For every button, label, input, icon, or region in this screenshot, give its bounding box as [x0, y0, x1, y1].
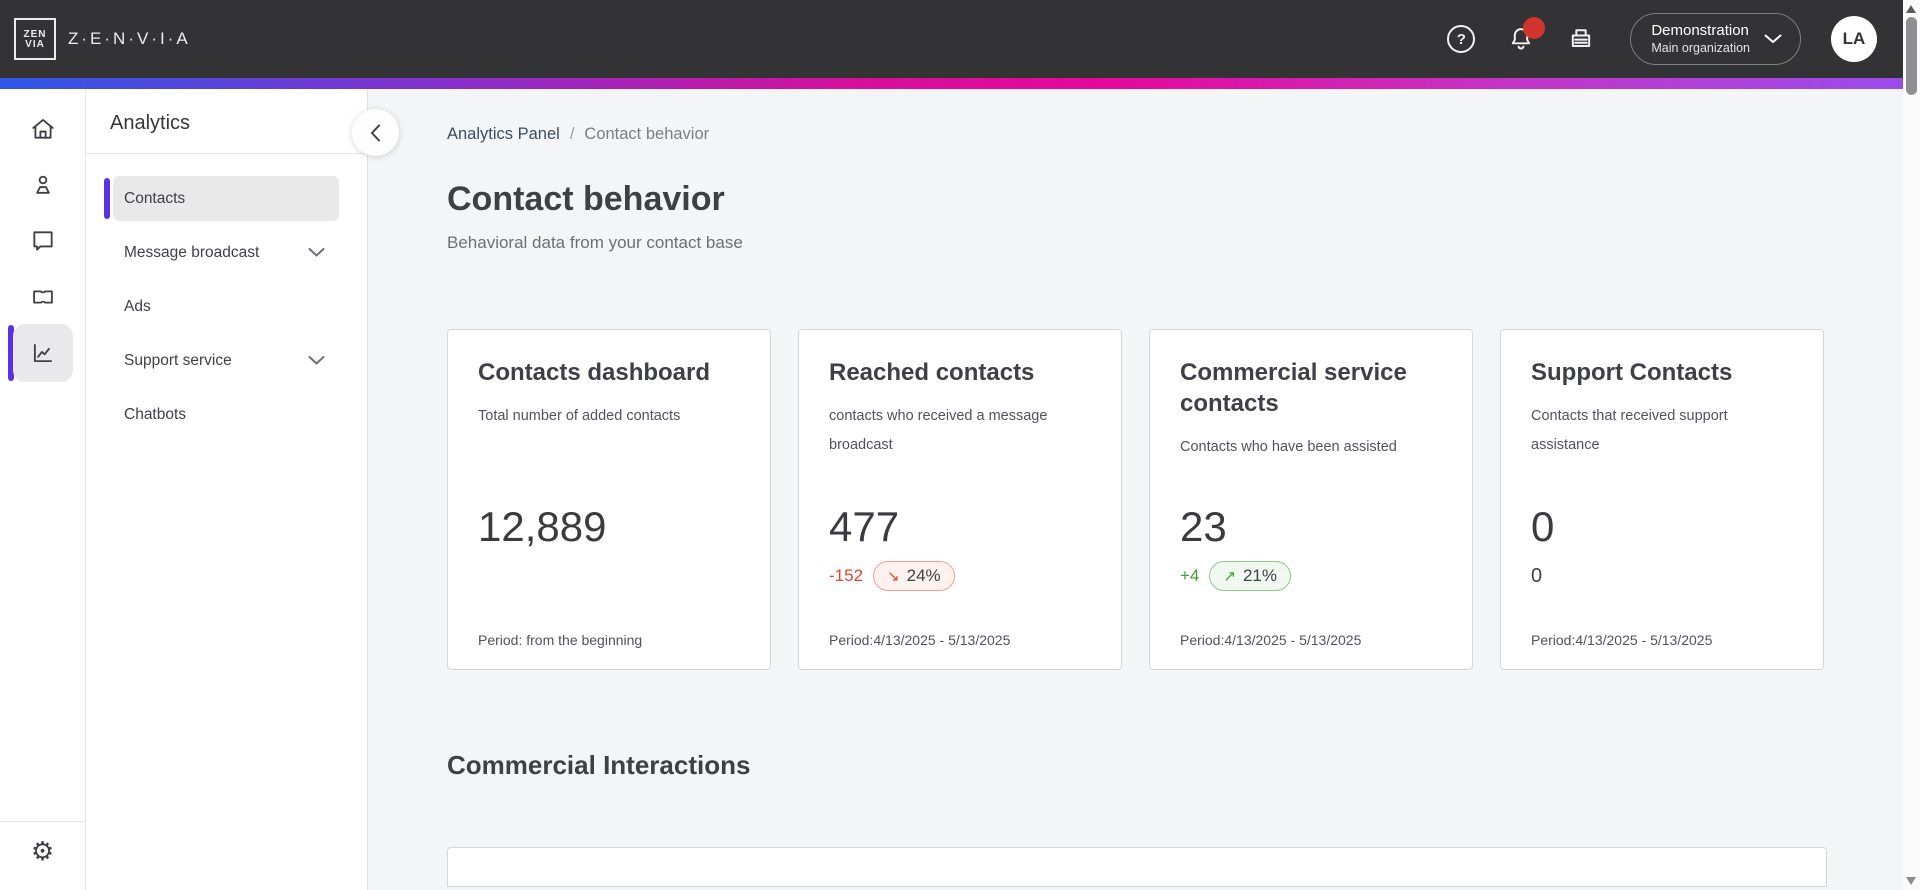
card-period: Period:4/13/2025 - 5/13/2025 [1531, 632, 1713, 648]
sidebar-item-label: Ads [124, 297, 151, 315]
breadcrumb: Analytics Panel / Contact behavior [447, 125, 1903, 144]
card-period: Period: from the beginning [478, 632, 643, 648]
card-value: 23 [1180, 503, 1227, 550]
analytics-sidebar: Analytics Contacts Message broadcast Ads… [86, 89, 368, 890]
breadcrumb-analytics-panel-link[interactable]: Analytics Panel [447, 125, 560, 143]
trend-badge-up: ↗ 21% [1209, 561, 1291, 591]
sidebar-item-support-service[interactable]: Support service [113, 338, 339, 383]
organization-name: Demonstration [1651, 21, 1749, 39]
scrollbar-up-arrow[interactable] [1906, 5, 1916, 13]
help-icon: ? [1447, 25, 1476, 53]
card-period: Period:4/13/2025 - 5/13/2025 [829, 632, 1011, 648]
trend-percent: 24% [906, 566, 941, 585]
question-mark-glyph: ? [1456, 30, 1466, 48]
trend-up-arrow-icon: ↗ [1223, 568, 1236, 585]
section-title-commercial-interactions: Commercial Interactions [447, 750, 751, 780]
card-contacts-dashboard: Contacts dashboard Total number of added… [447, 329, 771, 670]
organization-switcher[interactable]: Demonstration Main organization [1630, 13, 1801, 65]
sidebar-item-chatbots[interactable]: Chatbots [113, 392, 339, 437]
chevron-down-icon [308, 244, 325, 262]
card-title: Support Contacts [1531, 359, 1733, 386]
home-icon [31, 118, 54, 139]
sidebar-item-label: Chatbots [124, 405, 187, 423]
top-header-bar: ZEN VIA Z·E·N·V·I·A ? [0, 0, 1903, 78]
person-icon [35, 175, 50, 194]
notifications-button[interactable] [1504, 17, 1546, 56]
commercial-interactions-card [447, 847, 1827, 887]
card-period: Period:4/13/2025 - 5/13/2025 [1180, 632, 1362, 648]
trend-percent: 21% [1242, 566, 1277, 585]
card-title: Commercial service contacts [1180, 359, 1407, 418]
card-reached-contacts: Reached contacts contacts who received a… [798, 329, 1122, 670]
card-subtitle: Contacts that received support assistanc… [1531, 408, 1728, 454]
sidebar-item-message-broadcast[interactable]: Message broadcast [113, 230, 339, 275]
user-avatar[interactable]: LA [1831, 16, 1877, 62]
page-subtitle: Behavioral data from your contact base [447, 233, 743, 252]
sidebar-title: Analytics [110, 112, 191, 134]
brand-gradient-strip [0, 78, 1903, 89]
rail-item-contacts[interactable] [0, 157, 86, 213]
sidebar-item-ads[interactable]: Ads [113, 284, 339, 329]
settings-gear-icon[interactable]: ⚙ [30, 836, 55, 866]
printer-icon [1572, 29, 1591, 47]
page-scrollbar[interactable] [1903, 0, 1920, 890]
print-button[interactable] [1564, 22, 1598, 56]
line-chart-icon [33, 343, 52, 363]
ticket-icon [32, 290, 53, 304]
card-title: Reached contacts [829, 359, 1035, 386]
rail-item-home[interactable] [0, 101, 86, 157]
rail-item-tickets[interactable] [0, 269, 86, 325]
logo-glyph-bottom: VIA [25, 39, 45, 50]
card-commercial-service-contacts: Commercial service contacts Contacts who… [1149, 329, 1473, 670]
sidebar-item-label: Message broadcast [124, 243, 260, 261]
card-delta-row: +4 ↗ 21% [1180, 560, 1291, 592]
icon-rail: ⚙ [0, 89, 86, 890]
card-value: 477 [829, 503, 900, 550]
brand[interactable]: ZEN VIA Z·E·N·V·I·A [14, 18, 191, 60]
chevron-left-icon [371, 124, 380, 141]
card-value: 12,889 [478, 503, 607, 550]
sidebar-item-label: Contacts [124, 189, 186, 207]
rail-bottom-section: ⚙ [0, 821, 86, 890]
scrollbar-thumb[interactable] [1906, 17, 1917, 95]
zenvia-logo-icon: ZEN VIA [14, 18, 56, 60]
brand-name: Z·E·N·V·I·A [68, 29, 191, 48]
sidebar-collapse-button[interactable] [352, 109, 399, 156]
card-subtitle: Total number of added contacts [478, 408, 681, 425]
chat-bubble-icon [32, 231, 53, 251]
rail-item-conversations[interactable] [0, 213, 86, 269]
avatar-initials: LA [1842, 29, 1866, 48]
page-title: Contact behavior [447, 180, 725, 218]
notification-badge-dot [1523, 17, 1546, 39]
sidebar-divider [86, 153, 367, 154]
trend-down-arrow-icon: ↘ [887, 568, 900, 585]
card-support-contacts: Support Contacts Contacts that received … [1500, 329, 1824, 670]
breadcrumb-separator: / [569, 125, 575, 143]
sidebar-item-contacts[interactable]: Contacts [104, 176, 339, 221]
delta-value: +4 [1180, 566, 1200, 585]
card-delta-row: -152 ↘ 24% [829, 560, 955, 592]
logo-glyph-top: ZEN [23, 29, 47, 40]
chevron-down-icon [308, 352, 325, 370]
organization-sub-label: Main organization [1651, 40, 1750, 55]
card-subtitle: Contacts who have been assisted [1180, 439, 1397, 456]
card-title: Contacts dashboard [478, 359, 711, 386]
kpi-cards-row: Contacts dashboard Total number of added… [447, 329, 1903, 670]
delta-value: 0 [1531, 564, 1543, 587]
card-delta-row: 0 [1531, 560, 1542, 592]
card-value: 0 [1531, 503, 1555, 550]
card-subtitle: contacts who received a message broadcas… [829, 408, 1048, 454]
chevron-down-icon [1764, 34, 1782, 43]
delta-value: -152 [829, 566, 864, 585]
trend-badge-down: ↘ 24% [873, 561, 955, 591]
scrollbar-down-arrow[interactable] [1906, 877, 1916, 885]
sidebar-item-label: Support service [124, 351, 232, 369]
breadcrumb-current: Contact behavior [584, 125, 710, 143]
rail-item-analytics[interactable] [0, 324, 86, 382]
help-button[interactable]: ? [1444, 22, 1478, 56]
main-content: Analytics Panel / Contact behavior Conta… [368, 89, 1903, 890]
